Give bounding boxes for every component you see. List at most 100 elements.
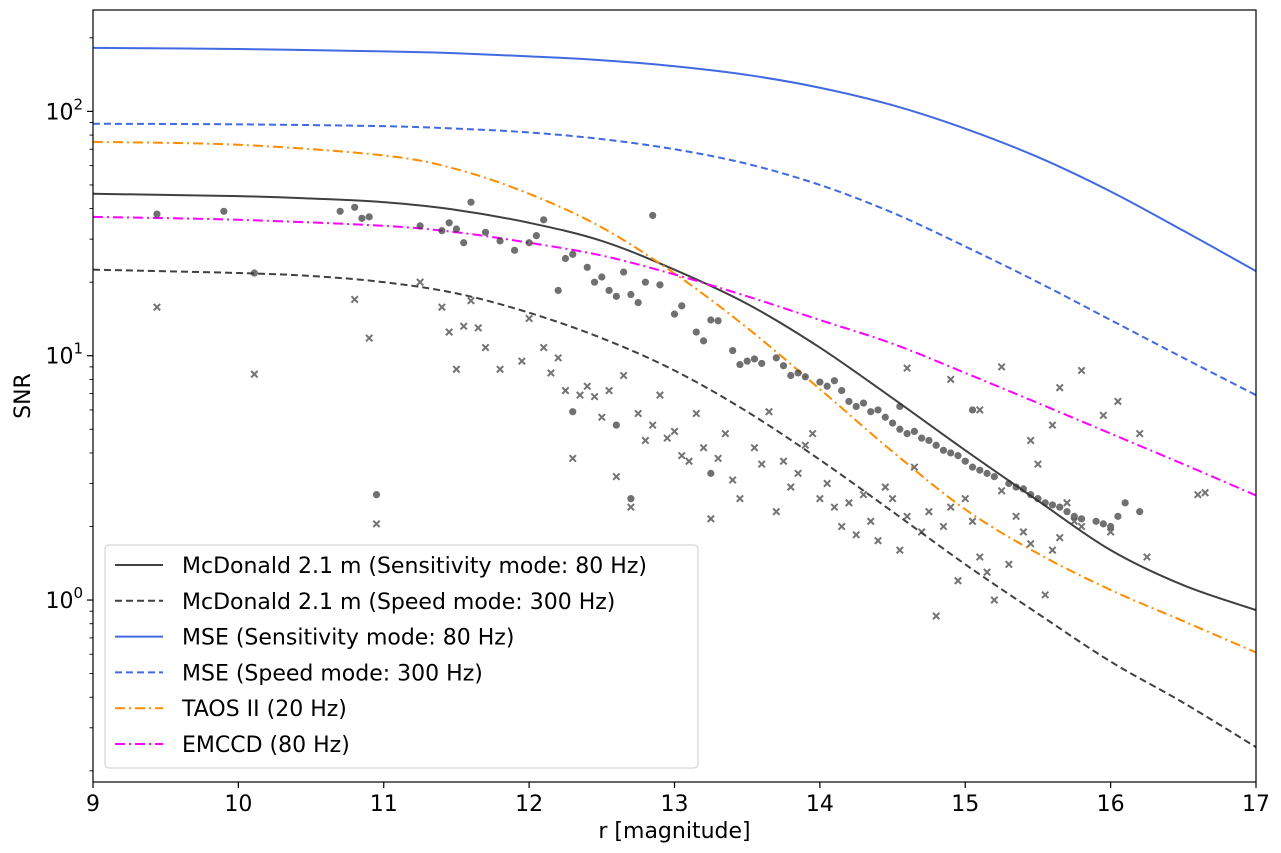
scatter-point-x xyxy=(467,296,475,305)
scatter-point-circle xyxy=(612,421,620,429)
scatter-point-x xyxy=(997,486,1006,495)
legend-label-mse-speed-mode-300-hz: MSE (Speed mode: 300 Hz) xyxy=(182,661,483,686)
scatter-point-circle xyxy=(510,246,519,254)
scatter-point-x xyxy=(845,498,853,507)
scatter-point-x xyxy=(1143,553,1151,561)
x-tick-label: 14 xyxy=(806,792,834,817)
scatter-point-circle xyxy=(925,436,933,445)
scatter-point-x xyxy=(547,369,555,377)
scatter-point-x xyxy=(1077,366,1086,375)
scatter-point-circle xyxy=(961,457,969,465)
scatter-point-circle xyxy=(590,278,599,286)
legend-label-mse-sensitivity-mode-80-hz: MSE (Sensitivity mode: 80 Hz) xyxy=(182,626,514,651)
scatter-point-circle xyxy=(736,360,744,369)
scatter-point-x xyxy=(975,406,984,414)
scatter-point-x xyxy=(481,343,490,352)
scatter-point-x xyxy=(888,494,897,503)
scatter-point-circle xyxy=(1012,483,1020,491)
scatter-point-circle xyxy=(1034,495,1042,503)
scatter-point-x xyxy=(866,517,875,526)
scatter-point-x xyxy=(924,507,933,516)
scatter-point-circle xyxy=(794,369,802,377)
scatter-point-circle xyxy=(714,317,722,325)
x-tick-label: 15 xyxy=(951,792,979,817)
scatter-point-x xyxy=(968,517,977,526)
scatter-point-circle xyxy=(467,198,475,206)
scatter-point-x xyxy=(663,434,672,443)
scatter-point-x xyxy=(656,391,664,399)
scatter-point-x xyxy=(612,472,621,481)
scatter-point-circle xyxy=(1099,520,1107,528)
scatter-point-x xyxy=(568,454,577,463)
scatter-point-x xyxy=(837,522,846,531)
scatter-point-x xyxy=(641,436,650,445)
scatter-point-x xyxy=(772,507,781,516)
scatter-point-x xyxy=(1070,517,1079,526)
scatter-point-circle xyxy=(772,354,780,362)
scatter-point-x xyxy=(808,429,817,438)
scatter-point-circle xyxy=(729,346,737,355)
scatter-point-x xyxy=(1019,528,1028,536)
scatter-point-x xyxy=(721,429,730,438)
scatter-point-circle xyxy=(445,219,453,227)
scatter-point-x xyxy=(728,476,737,484)
legend-label-emccd-80-hz: EMCCD (80 Hz) xyxy=(182,733,350,758)
scatter-point-x xyxy=(1026,539,1035,548)
scatter-point-circle xyxy=(779,362,788,370)
scatter-point-x xyxy=(990,596,999,604)
scatter-point-circle xyxy=(830,377,839,385)
scatter-point-circle xyxy=(939,446,948,454)
scatter-point-x xyxy=(605,386,613,395)
scatter-point-x xyxy=(437,303,446,312)
scatter-point-circle xyxy=(910,427,918,436)
scatter-point-x xyxy=(1106,528,1115,536)
legend-label-taos-ii-20-hz: TAOS II (20 Hz) xyxy=(181,697,347,722)
legend-label-mcdonald-2-1-m-speed-mode-300-hz: McDonald 2.1 m (Speed mode: 300 Hz) xyxy=(182,590,615,615)
scatter-point-x xyxy=(1048,546,1057,555)
series-lines xyxy=(93,46,1256,748)
scatter-point-x xyxy=(1063,498,1071,507)
scatter-point-x xyxy=(975,553,984,561)
scatter-point-circle xyxy=(954,452,962,460)
scatter-point-x xyxy=(1041,590,1050,599)
scatter-point-circle xyxy=(634,298,642,307)
scatter-point-circle xyxy=(554,286,562,295)
scatter-point-x xyxy=(801,441,810,450)
scatter-point-x xyxy=(597,413,606,422)
scatter-point-circle xyxy=(569,408,577,416)
scatter-point-circle xyxy=(968,406,977,414)
scatter-points xyxy=(153,198,1210,620)
scatter-point-circle xyxy=(641,278,650,286)
scatter-point-x xyxy=(699,443,708,452)
scatter-point-circle xyxy=(932,441,940,449)
series-line-4 xyxy=(93,122,1256,396)
legend-box xyxy=(104,544,699,769)
scatter-point-x xyxy=(685,457,693,466)
scatter-point-x xyxy=(1004,560,1013,569)
scatter-point-circle xyxy=(707,469,715,477)
scatter-point-circle xyxy=(627,290,635,299)
scatter-point-circle xyxy=(561,254,570,263)
scatter-point-x xyxy=(946,503,955,512)
scatter-point-circle xyxy=(976,466,984,474)
scatter-point-x xyxy=(583,382,592,391)
series-line-3 xyxy=(93,46,1256,272)
scatter-point-circle xyxy=(874,406,882,414)
scatter-point-x xyxy=(1012,512,1021,521)
scatter-point-circle xyxy=(365,213,373,221)
scatter-point-x xyxy=(634,409,643,418)
scatter-point-circle xyxy=(351,203,359,211)
scatter-point-x xyxy=(1055,383,1064,392)
scatter-point-x xyxy=(736,494,744,503)
scatter-point-x xyxy=(830,503,839,512)
scatter-point-x xyxy=(765,407,773,416)
scatter-point-x xyxy=(648,421,657,430)
scatter-point-circle xyxy=(699,337,708,345)
scatter-point-x xyxy=(416,278,425,287)
scatter-point-circle xyxy=(598,273,606,281)
scatter-point-circle xyxy=(1107,522,1115,531)
x-tick-label: 13 xyxy=(661,792,689,817)
scatter-point-x xyxy=(939,522,948,531)
scatter-point-circle xyxy=(968,463,977,471)
y-axis-label: SNR xyxy=(11,373,36,419)
